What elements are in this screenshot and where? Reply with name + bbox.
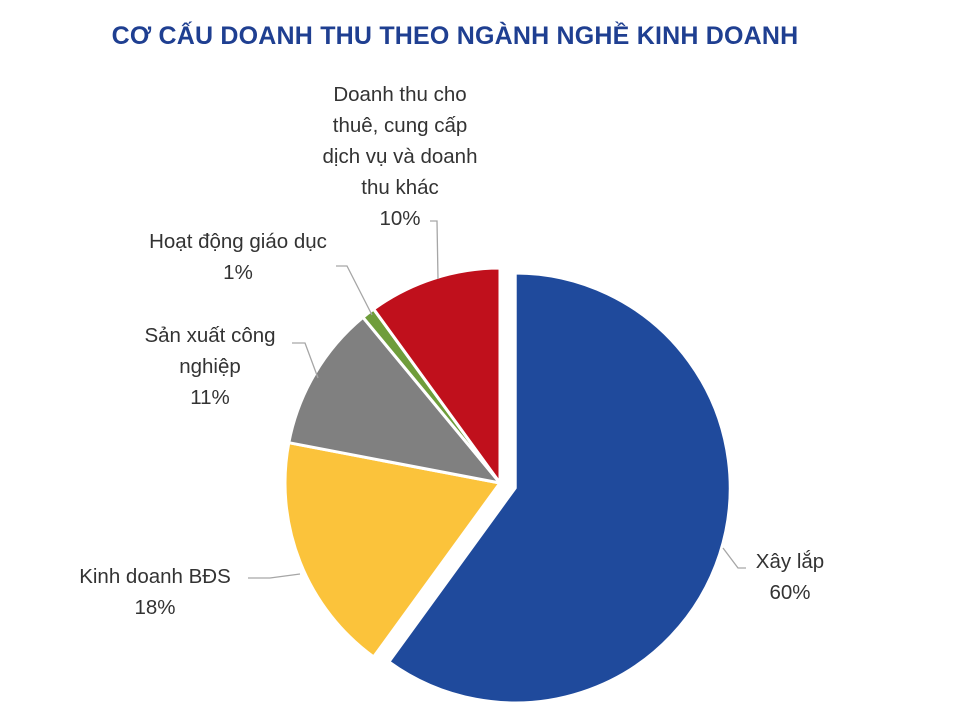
- label-dv-line1: Doanh thu cho: [333, 83, 467, 106]
- label-doanh-thu-khac: Doanh thu cho thuê, cung cấp dịch vụ và …: [300, 79, 500, 234]
- label-xay-lap: Xây lắp 60%: [735, 546, 845, 608]
- label-dv-line3: dịch vụ và doanh: [322, 145, 478, 168]
- pie-slice-1: [283, 441, 502, 659]
- label-xay-lap-name: Xây lắp: [755, 550, 825, 573]
- leader-xay-lap: [722, 547, 746, 569]
- leader-doanh-thu-khac: [430, 220, 439, 280]
- leader-giao-duc: [336, 265, 373, 316]
- leader-san-xuat: [292, 342, 319, 379]
- chart-title: CƠ CẤU DOANH THU THEO NGÀNH NGHỀ KINH DO…: [111, 22, 799, 50]
- label-dv-line4: thu khác: [361, 176, 439, 199]
- label-bds-name: Kinh doanh BĐS: [79, 565, 231, 588]
- pie-slice-2: [287, 315, 502, 485]
- leader-bds: [248, 573, 301, 579]
- label-hoat-dong-giao-duc: Hoạt động giáo dục 1%: [118, 226, 358, 288]
- label-sx-line1: Sản xuất công: [144, 324, 276, 347]
- label-gd-pct: 1%: [223, 261, 253, 284]
- pie-slice-0: [387, 271, 732, 705]
- label-sx-line2: nghiệp: [179, 355, 241, 378]
- label-xay-lap-pct: 60%: [769, 581, 811, 604]
- label-kinh-doanh-bds: Kinh doanh BĐS 18%: [50, 561, 260, 623]
- label-gd-name: Hoạt động giáo dục: [149, 230, 327, 253]
- label-bds-pct: 18%: [134, 596, 176, 619]
- label-dv-pct: 10%: [379, 207, 421, 230]
- label-sx-pct: 11%: [190, 386, 230, 409]
- pie-slices: [283, 266, 732, 705]
- leader-lines: [248, 220, 746, 579]
- label-dv-line2: thuê, cung cấp: [332, 114, 468, 137]
- label-san-xuat-cong-nghiep: Sản xuất công nghiệp 11%: [125, 320, 295, 413]
- pie-slice-4: [372, 266, 502, 485]
